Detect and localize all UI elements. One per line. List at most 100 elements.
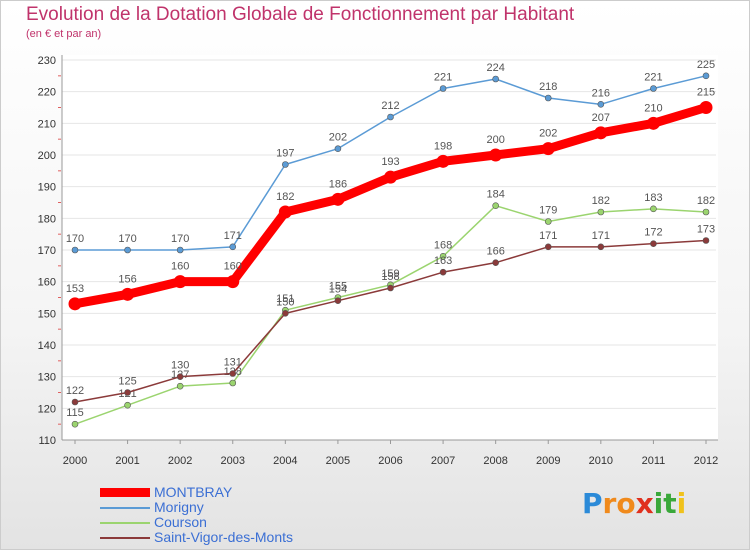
data-point [121, 287, 135, 301]
data-label: 171 [592, 230, 610, 242]
data-point [650, 205, 657, 213]
legend-label: Saint-Vigor-des-Monts [154, 529, 294, 545]
data-point [71, 398, 79, 406]
data-label: 122 [66, 385, 84, 397]
data-point [597, 101, 605, 108]
logo-letter: o [616, 487, 636, 520]
data-label: 184 [486, 189, 504, 201]
data-point [544, 243, 552, 251]
data-label: 153 [66, 283, 84, 295]
data-label: 218 [539, 81, 557, 93]
proxiti-logo: Proxiti [582, 487, 686, 520]
data-label: 170 [118, 233, 136, 245]
data-label: 224 [486, 62, 504, 74]
logo-letter: P [582, 487, 603, 520]
data-label: 170 [171, 233, 189, 245]
data-point [492, 75, 499, 83]
x-tick-label: 2010 [589, 455, 613, 467]
data-point [334, 297, 342, 304]
data-point [282, 161, 289, 168]
data-point [71, 246, 79, 254]
data-label: 221 [434, 72, 452, 84]
data-label: 216 [592, 87, 610, 99]
data-label: 155 [329, 281, 347, 293]
data-label: 215 [697, 87, 715, 99]
logo-letter: i [653, 487, 664, 520]
data-point [387, 284, 394, 292]
data-point [124, 246, 131, 254]
data-point [439, 268, 447, 276]
data-point [124, 389, 131, 396]
data-label: 168 [434, 239, 452, 251]
data-point [702, 237, 710, 244]
data-label: 221 [644, 72, 662, 84]
data-point [229, 370, 237, 377]
data-point [439, 253, 447, 260]
data-point [384, 170, 397, 184]
data-label: 198 [434, 140, 452, 152]
data-point [492, 202, 499, 209]
data-label: 172 [644, 227, 662, 239]
y-tick-label: 210 [38, 118, 56, 130]
y-tick-label: 130 [38, 372, 56, 384]
data-label: 115 [66, 407, 84, 419]
data-point [436, 154, 450, 168]
data-point [334, 145, 342, 152]
data-point [541, 142, 555, 156]
data-point [71, 420, 79, 428]
y-tick-label: 160 [38, 277, 56, 289]
data-label: 154 [329, 284, 347, 296]
x-tick-label: 2008 [483, 455, 507, 467]
data-label: 158 [381, 271, 399, 283]
legend-label: MONTBRAY [154, 484, 233, 500]
data-label: 151 [276, 293, 294, 305]
data-label: 163 [434, 255, 452, 267]
data-label: 186 [329, 178, 347, 190]
data-label: 193 [381, 156, 399, 168]
legend-swatch [100, 537, 150, 539]
chart-subtitle: (en € et par an) [26, 28, 102, 40]
data-point [492, 259, 499, 266]
data-label: 131 [224, 357, 242, 369]
data-label: 166 [486, 246, 504, 258]
data-point [646, 116, 660, 130]
data-label: 207 [592, 112, 610, 124]
data-label: 210 [644, 102, 662, 114]
data-point [702, 72, 710, 80]
data-point [650, 240, 657, 247]
chart-title: Evolution de la Dotation Globale de Fonc… [26, 4, 575, 25]
y-tick-label: 200 [38, 150, 56, 162]
data-label: 173 [697, 224, 715, 236]
data-label: 130 [171, 360, 189, 372]
x-tick-label: 2007 [431, 455, 455, 467]
data-label: 156 [118, 273, 136, 285]
data-point [68, 297, 82, 311]
data-label: 150 [276, 296, 294, 308]
data-point [331, 192, 345, 206]
data-point [229, 243, 237, 251]
data-label: 197 [276, 148, 294, 160]
x-tick-label: 2003 [221, 455, 245, 467]
y-tick-label: 120 [38, 403, 56, 415]
data-point [278, 205, 292, 219]
logo-letter: x [635, 487, 654, 520]
data-label: 171 [224, 230, 242, 242]
data-label: 182 [592, 195, 610, 207]
data-point [702, 208, 710, 216]
x-tick-label: 2000 [63, 455, 87, 467]
legend-label: Morigny [154, 499, 204, 515]
data-label: 202 [329, 132, 347, 144]
y-tick-label: 180 [38, 213, 56, 225]
data-point [650, 85, 657, 92]
data-point [176, 246, 184, 254]
data-label: 160 [171, 261, 189, 273]
y-tick-label: 190 [38, 182, 56, 194]
data-point [387, 113, 394, 121]
data-label: 183 [644, 192, 662, 204]
data-point [544, 94, 552, 102]
data-label: 225 [697, 59, 715, 71]
y-tick-label: 230 [38, 55, 56, 67]
data-label: 125 [118, 376, 136, 388]
data-point [489, 148, 503, 162]
y-tick-label: 150 [38, 308, 56, 320]
